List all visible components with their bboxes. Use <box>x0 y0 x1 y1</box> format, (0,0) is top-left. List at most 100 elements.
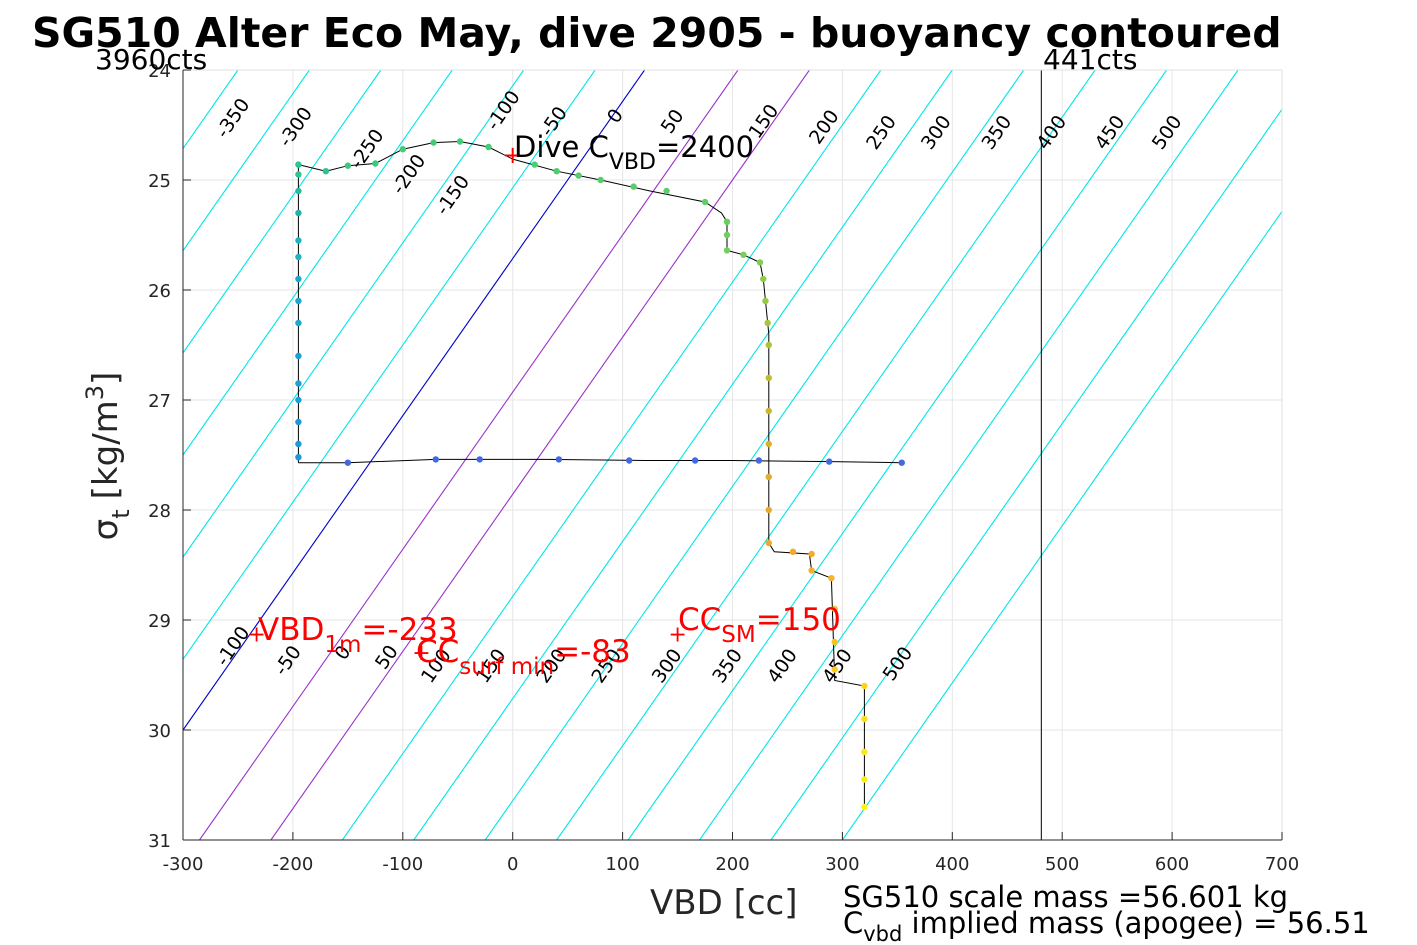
data-point <box>295 237 302 244</box>
contour-line <box>183 70 453 456</box>
data-point <box>765 341 772 349</box>
contour-value-label: -350 <box>212 94 255 142</box>
data-point <box>765 374 772 382</box>
x-tick-label: -300 <box>163 854 204 875</box>
data-point <box>663 187 670 195</box>
scale-mass-text: SG510 scale mass =56.601 kg <box>843 880 1288 914</box>
x-tick-label: 500 <box>1045 854 1079 875</box>
x-tick-label: 700 <box>1265 854 1299 875</box>
contour-value-label: 500 <box>1148 111 1187 153</box>
cc-surf-min-label: CCsurf min=-83 <box>416 634 631 680</box>
data-point <box>808 567 815 574</box>
vbd-1m-prefix: VBD <box>258 612 324 648</box>
data-point <box>456 138 464 145</box>
contour-value-label: -100 <box>482 87 525 135</box>
data-point <box>765 506 772 514</box>
data-point <box>762 297 769 305</box>
implied-mass-text: Cvbd implied mass (apogee) = 56.51 <box>843 906 1370 945</box>
data-point <box>898 459 905 466</box>
x-tick-label: -200 <box>272 854 313 875</box>
x-tick-label: 300 <box>825 854 859 875</box>
x-tick-label: -100 <box>382 854 423 875</box>
svg-text:σt[kg/m3]: σt [kg/m3] <box>81 372 135 541</box>
contour-line <box>183 70 382 354</box>
contour-value-label: 250 <box>862 111 901 153</box>
data-point <box>789 548 797 555</box>
contour-line <box>627 70 1168 840</box>
data-point <box>295 396 302 404</box>
cc-sm-sub: SM <box>721 622 755 648</box>
y-tick-label: 30 <box>148 721 171 742</box>
data-point <box>861 776 868 783</box>
dive-data <box>295 138 905 811</box>
data-point <box>344 162 352 169</box>
data-point <box>764 319 771 327</box>
data-point <box>485 143 492 151</box>
data-point <box>861 682 868 690</box>
chart-title: SG510 Alter Eco May, dive 2905 - buoyanc… <box>32 9 1282 57</box>
implied-mass-value: implied mass (apogee) = 56.51 <box>902 906 1369 940</box>
contour-line <box>556 70 1096 840</box>
data-point <box>295 352 302 360</box>
data-point <box>831 638 838 646</box>
data-point <box>723 231 731 239</box>
data-point <box>344 459 352 466</box>
data-point <box>765 407 772 415</box>
counts-right-label: 441cts <box>1043 43 1137 76</box>
dive-track-line <box>297 140 865 807</box>
contour-value-label: -200 <box>388 150 431 198</box>
data-point <box>760 275 767 283</box>
contour-value-label: 450 <box>1091 111 1130 153</box>
contour-line <box>841 210 1282 840</box>
y-label-units: [kg/m <box>86 400 126 499</box>
dive-cvbd-marker: + <box>503 141 523 169</box>
x-tick-label: 600 <box>1155 854 1189 875</box>
data-point <box>861 715 868 723</box>
data-point <box>295 440 302 448</box>
x-axis-label: VBD [cc] <box>650 883 798 923</box>
vbd-1m-sub: 1m <box>324 632 361 658</box>
y-tick-label: 29 <box>148 611 171 632</box>
data-point <box>826 458 833 465</box>
contour-value-label: 350 <box>708 645 747 687</box>
y-tick-label: 25 <box>148 171 171 192</box>
data-point <box>808 550 815 558</box>
data-point <box>295 319 302 327</box>
data-point <box>476 456 483 463</box>
data-point <box>723 218 731 225</box>
data-point <box>861 748 868 756</box>
vbd-1m-label: VBD1m=-233 <box>258 612 458 658</box>
cc-surf-min-sub: surf min <box>459 654 554 680</box>
dive-cvbd-sub: VBD <box>609 150 656 175</box>
y-label-close: ] <box>86 372 126 385</box>
data-point <box>691 457 699 464</box>
data-point <box>372 160 379 167</box>
data-point <box>295 161 302 168</box>
cc-sm-value: =150 <box>756 602 841 638</box>
data-point <box>723 247 731 254</box>
data-point <box>861 803 868 811</box>
data-point <box>295 187 302 195</box>
data-point <box>630 183 637 190</box>
y-axis-label: σt [kg/m3] <box>81 372 135 541</box>
vbd-1m-value: =-233 <box>361 612 457 648</box>
data-point <box>430 139 437 146</box>
contour-value-label: 400 <box>763 645 802 687</box>
y-tick-label: 27 <box>148 391 171 412</box>
counts-left-label: 3960cts <box>95 43 207 76</box>
data-point <box>295 209 302 217</box>
contour-value-label: 200 <box>805 106 844 148</box>
y-label-sub: t <box>107 509 135 518</box>
x-tick-label: 0 <box>507 854 518 875</box>
data-point <box>831 666 838 673</box>
data-point <box>765 473 772 481</box>
data-point <box>831 605 838 613</box>
data-point <box>295 253 302 261</box>
contour-line <box>699 70 1239 840</box>
data-point <box>295 297 302 305</box>
data-point <box>597 176 604 184</box>
contour-line <box>183 70 310 252</box>
implied-mass-sub: vbd <box>863 922 902 945</box>
data-point <box>575 172 582 179</box>
